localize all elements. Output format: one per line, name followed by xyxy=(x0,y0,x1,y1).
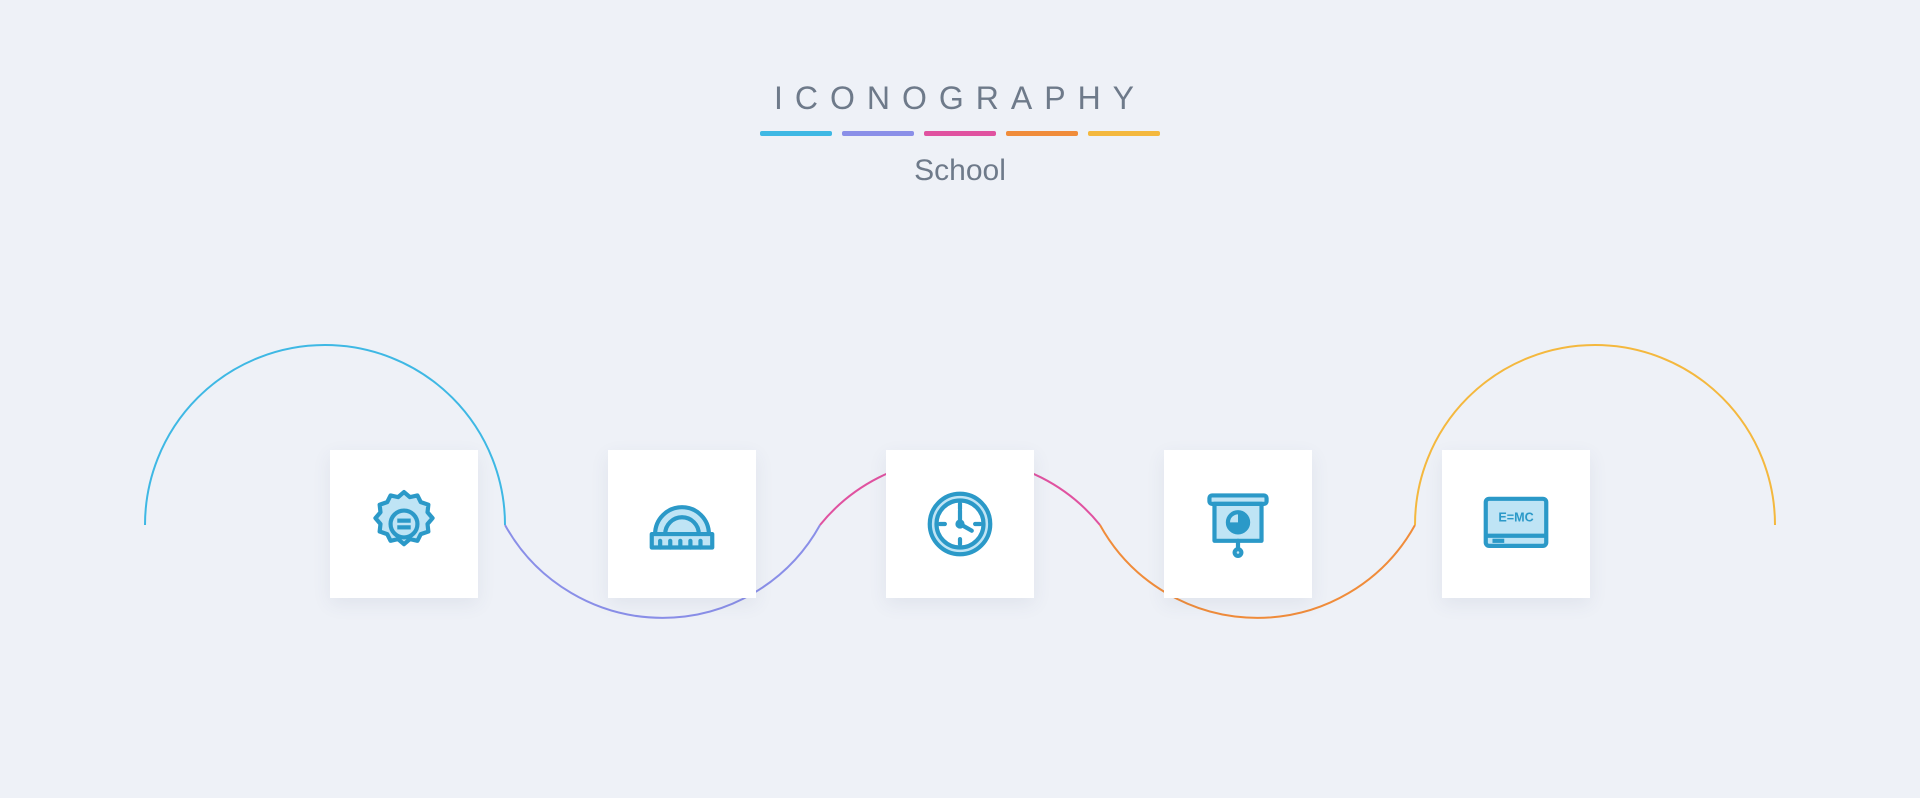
tile-projector-screen xyxy=(1164,450,1312,598)
protractor-icon xyxy=(640,482,724,566)
stripe-2 xyxy=(842,131,914,136)
stripe-1 xyxy=(760,131,832,136)
icon-row: E=MC xyxy=(0,450,1920,598)
header: ICONOGRAPHY School xyxy=(0,80,1920,188)
brand-wordmark: ICONOGRAPHY xyxy=(774,80,1146,117)
brand-stripes xyxy=(760,131,1160,136)
stripe-5 xyxy=(1088,131,1160,136)
formula-text: E=MC xyxy=(1498,510,1533,524)
projector-screen-icon xyxy=(1196,482,1280,566)
formula-board-icon: E=MC xyxy=(1474,482,1558,566)
clock-icon xyxy=(918,482,1002,566)
stripe-4 xyxy=(1006,131,1078,136)
pack-title: School xyxy=(914,154,1006,188)
tile-clock xyxy=(886,450,1034,598)
tile-protractor xyxy=(608,450,756,598)
iconography-card: { "brand_label": "ICONOGRAPHY", "subtitl… xyxy=(0,0,1920,798)
tile-formula-board: E=MC xyxy=(1442,450,1590,598)
gear-icon xyxy=(362,482,446,566)
stripe-3 xyxy=(924,131,996,136)
tile-gear xyxy=(330,450,478,598)
